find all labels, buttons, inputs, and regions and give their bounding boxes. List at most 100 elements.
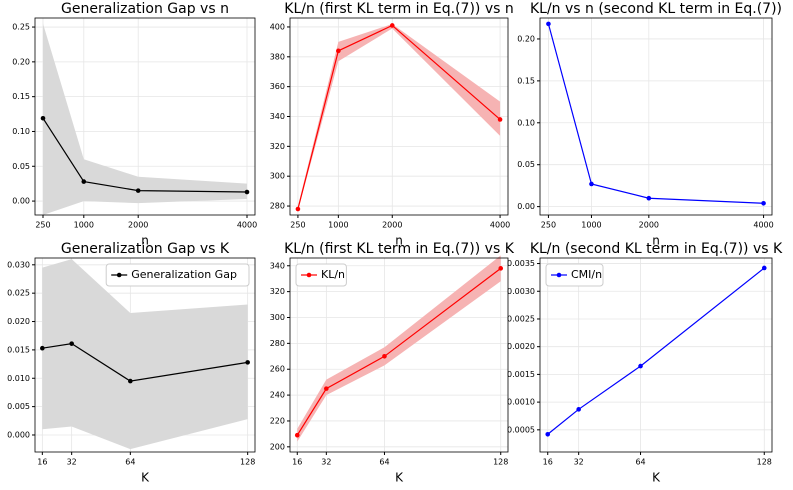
chart-title: KL/n (first KL term in Eq.(7)) vs K (284, 241, 515, 257)
x-tick-label: 128 (493, 458, 508, 467)
data-point (576, 407, 581, 412)
plot-frame (539, 17, 773, 216)
y-tick-label: 0.005 (7, 402, 30, 411)
legend-label: Generalization Gap (131, 268, 237, 281)
x-tick-label: 128 (757, 458, 772, 467)
chart-title: Generalization Gap vs n (61, 1, 229, 17)
data-point (646, 195, 652, 201)
data-point (761, 265, 767, 271)
y-tick-label: 0.15 (517, 76, 535, 85)
data-point (638, 363, 643, 369)
legend-marker (116, 272, 122, 278)
y-tick-label: 200 (270, 442, 285, 451)
y-tick-label: 0.000 (7, 430, 30, 439)
y-tick-label: 0.0020 (507, 342, 535, 351)
y-tick-label: 360 (270, 82, 285, 91)
data-point (382, 353, 387, 359)
x-tick-label: 2000 (639, 221, 659, 230)
x-tick-label: 1000 (581, 221, 601, 230)
data-point (294, 432, 300, 438)
chart-title: Generalization Gap vs K (61, 241, 230, 257)
data-point (245, 360, 250, 365)
data-point (40, 345, 45, 351)
y-tick-label: 0.10 (12, 127, 30, 136)
plot-frame (289, 17, 509, 216)
y-tick-label: 240 (270, 391, 285, 400)
data-line (547, 23, 764, 204)
plot-frame (34, 257, 256, 453)
plot-frame (34, 17, 256, 216)
legend-box (295, 263, 347, 287)
legend-marker (306, 272, 312, 278)
confidence-band (42, 23, 248, 215)
data-point (128, 378, 133, 384)
y-tick-label: 0.0010 (507, 398, 535, 407)
legend-label: CMI/n (571, 268, 602, 281)
data-line (42, 117, 248, 193)
plot-frame (539, 257, 773, 453)
data-point (69, 341, 74, 346)
x-tick-label: 16 (37, 458, 47, 467)
y-tick-label: 0.05 (12, 162, 30, 171)
legend-box (545, 263, 604, 287)
x-tick-label: 32 (67, 458, 77, 467)
data-line (547, 267, 765, 435)
x-axis-label: n (652, 234, 660, 248)
y-tick-label: 0.10 (517, 118, 535, 127)
y-tick-label: 380 (270, 52, 285, 61)
x-tick-label: 32 (321, 458, 331, 467)
y-tick-label: 0.025 (7, 289, 30, 298)
y-tick-label: 340 (270, 112, 285, 121)
chart-title: KL/n (second KL term in Eq.(7)) vs K (530, 241, 783, 257)
x-axis-label: K (395, 471, 404, 485)
y-tick-label: 300 (270, 313, 285, 322)
data-point (389, 23, 395, 28)
y-tick-label: 0.0005 (507, 425, 535, 434)
data-point (295, 206, 301, 212)
plot-frame (289, 257, 509, 453)
legend-box (105, 263, 250, 287)
data-point (545, 431, 551, 437)
legend-label: KL/n (321, 268, 345, 281)
x-axis-label: K (652, 471, 661, 485)
data-point (40, 115, 46, 121)
y-tick-label: 0.015 (7, 345, 30, 354)
data-line (42, 343, 248, 382)
data-point (135, 188, 141, 193)
x-tick-label: 16 (292, 458, 302, 467)
y-tick-label: 260 (270, 365, 285, 374)
x-tick-label: 16 (543, 458, 553, 467)
data-point (336, 48, 341, 54)
data-point (497, 117, 503, 122)
y-tick-label: 400 (270, 22, 285, 31)
y-tick-label: 0.0025 (507, 314, 535, 323)
data-point (244, 189, 250, 195)
confidence-band (297, 255, 501, 442)
x-tick-label: 250 (35, 221, 50, 230)
y-tick-label: 0.20 (12, 57, 30, 66)
x-tick-label: 4000 (237, 221, 257, 230)
confidence-band (297, 23, 501, 211)
legend-marker (556, 272, 562, 278)
data-point (81, 179, 87, 184)
x-tick-label: 64 (635, 458, 645, 467)
data-point (761, 200, 766, 206)
x-axis-label: n (141, 234, 149, 248)
x-tick-label: 250 (290, 221, 305, 230)
y-tick-label: 0.020 (7, 317, 30, 326)
y-tick-label: 340 (270, 261, 285, 270)
y-tick-label: 0.05 (517, 160, 535, 169)
y-tick-label: 0.00 (12, 197, 30, 206)
y-tick-label: 0.20 (517, 34, 535, 43)
x-axis-label: K (141, 471, 150, 485)
x-tick-label: 32 (574, 458, 584, 467)
x-axis-label: n (395, 234, 403, 248)
data-line (297, 24, 501, 210)
confidence-band (42, 259, 248, 450)
x-tick-label: 64 (125, 458, 135, 467)
x-tick-label: 2000 (128, 221, 148, 230)
y-tick-label: 320 (270, 287, 285, 296)
data-point (546, 21, 551, 27)
x-tick-label: 4000 (753, 221, 773, 230)
